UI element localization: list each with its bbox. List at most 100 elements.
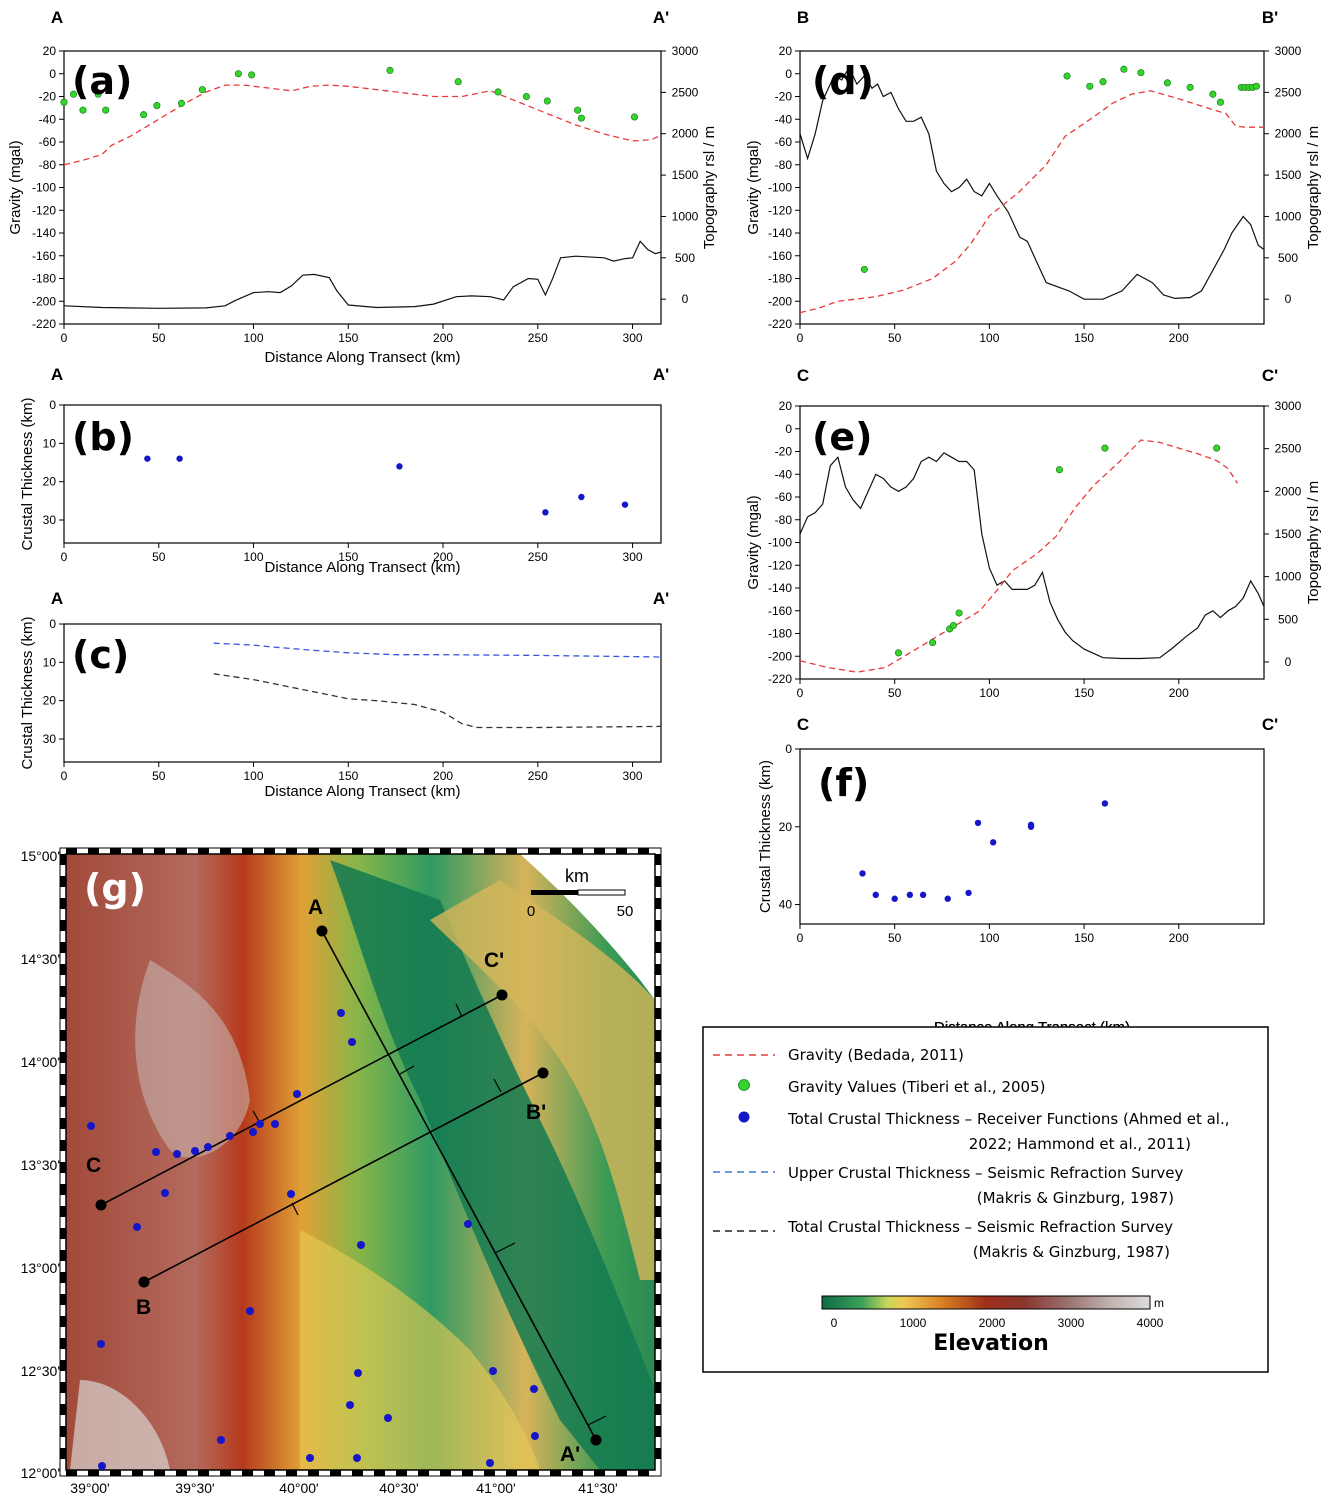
y-tick-label: -120 bbox=[32, 203, 56, 217]
transect-endpoints bbox=[95, 925, 602, 1446]
gravity-point bbox=[949, 621, 957, 630]
topography-line bbox=[799, 66, 1265, 300]
y-tick-label: 40 bbox=[779, 898, 793, 912]
panel-label-g: (g) bbox=[84, 866, 146, 910]
gravity-point bbox=[1101, 444, 1109, 452]
frame-checker bbox=[655, 1294, 661, 1305]
y2-axis-label: Topography rsl / m bbox=[1305, 126, 1322, 249]
y-tick-label: 0 bbox=[49, 67, 56, 81]
y-tick-label: -220 bbox=[32, 317, 56, 331]
x-tick-label: 0 bbox=[797, 331, 804, 345]
frame-checker bbox=[66, 1470, 77, 1476]
frame-checker bbox=[330, 848, 341, 854]
y-tick-label: -140 bbox=[768, 226, 792, 240]
frame-checker bbox=[60, 1052, 66, 1063]
gravity-point bbox=[543, 97, 551, 105]
map-frame-ticks bbox=[59, 847, 662, 1477]
transect-start-label: A bbox=[51, 365, 63, 384]
y2-tick-label: 500 bbox=[1278, 251, 1298, 265]
thickness-point bbox=[542, 509, 549, 516]
highland-grey-region-south bbox=[70, 1380, 170, 1470]
x-tick-label: 0 bbox=[797, 931, 804, 945]
legend-box: Gravity (Bedada, 2011) Gravity Values (T… bbox=[702, 1026, 1269, 1373]
topography-line bbox=[799, 452, 1265, 660]
frame-checker bbox=[655, 854, 661, 865]
highland-grey-region bbox=[135, 960, 250, 1158]
y-tick-label: -180 bbox=[768, 627, 792, 641]
frame-outer bbox=[59, 847, 662, 1477]
x-tick-label: 200 bbox=[1169, 931, 1189, 945]
latitude-label: 13°30' bbox=[21, 1157, 60, 1173]
frame-checker bbox=[462, 1470, 473, 1476]
frame-checker bbox=[484, 848, 495, 854]
x-tick-label: 250 bbox=[528, 331, 548, 345]
y-tick-label: -160 bbox=[768, 604, 792, 618]
frame-checker bbox=[655, 1228, 661, 1239]
y-tick-label: -60 bbox=[39, 135, 57, 149]
thickness-point bbox=[974, 819, 982, 827]
plot-frame bbox=[799, 748, 1265, 925]
station bbox=[486, 1459, 494, 1467]
panel-label-e: (e) bbox=[812, 415, 873, 459]
bb-tick-1 bbox=[291, 1202, 299, 1216]
gravity-point bbox=[1120, 65, 1128, 73]
legend-upper-crust-line2: (Makris & Ginzburg, 1987) bbox=[977, 1189, 1174, 1207]
frame-checker bbox=[655, 1074, 661, 1085]
station bbox=[87, 1122, 95, 1130]
panel-label-d: (d) bbox=[812, 59, 874, 103]
y2-tick-label: 2500 bbox=[1275, 85, 1302, 99]
frame-checker bbox=[132, 848, 143, 854]
gravity-point bbox=[955, 609, 963, 617]
frame-checker bbox=[655, 1272, 661, 1283]
site-label-c: C bbox=[86, 1154, 101, 1177]
y-tick-label: -80 bbox=[775, 158, 793, 172]
frame-checker bbox=[440, 1470, 451, 1476]
station bbox=[249, 1128, 257, 1136]
y2-axis-label: Topography rsl / m bbox=[1305, 481, 1322, 604]
station bbox=[98, 1462, 106, 1470]
elevation-colorbar bbox=[821, 1295, 1151, 1310]
frame-checker bbox=[60, 986, 66, 997]
legend-upper-crust-line1: Upper Crustal Thickness – Seismic Refrac… bbox=[788, 1164, 1184, 1182]
scale-bar-black bbox=[531, 890, 578, 895]
frame-checker bbox=[638, 1470, 649, 1476]
thickness-point bbox=[396, 463, 403, 470]
map-axis-labels: 15°00' 14°30' 14°00' 13°30' 13°00' 12°30' 12°0… bbox=[21, 848, 618, 1496]
frame-checker bbox=[655, 1052, 661, 1063]
site-label-b: B bbox=[136, 1296, 151, 1319]
frame-checker bbox=[352, 1470, 363, 1476]
frame-checker bbox=[440, 848, 451, 854]
gravity-point bbox=[94, 90, 102, 98]
y2-axis-label: Topography rsl / m bbox=[701, 126, 718, 249]
frame-checker bbox=[60, 1294, 66, 1305]
gravity-point bbox=[79, 106, 87, 114]
gravity-point bbox=[860, 265, 868, 273]
y2-tick-label: 3000 bbox=[1275, 44, 1302, 58]
legend-green-dot-sample bbox=[738, 1079, 750, 1091]
x-tick-label: 150 bbox=[338, 331, 358, 345]
aa-tick-2 bbox=[494, 1242, 516, 1254]
x-tick-label: 50 bbox=[152, 550, 166, 564]
topography-line bbox=[63, 240, 662, 309]
gravity-point bbox=[177, 99, 186, 107]
station bbox=[384, 1414, 392, 1422]
x-tick-label: 200 bbox=[433, 331, 453, 345]
y-tick-label: 10 bbox=[43, 655, 57, 669]
frame-checker bbox=[60, 1360, 66, 1371]
station bbox=[354, 1369, 362, 1377]
y2-tick-label: 1500 bbox=[1275, 168, 1302, 182]
frame-checker bbox=[655, 942, 661, 953]
station bbox=[246, 1307, 254, 1315]
frame-checker bbox=[60, 1030, 66, 1041]
aa-tick-3 bbox=[587, 1415, 607, 1426]
frame-checker bbox=[60, 1426, 66, 1437]
y2-tick-label: 1000 bbox=[1275, 570, 1302, 584]
lowland-rift-green bbox=[330, 860, 655, 1470]
thickness-point bbox=[906, 891, 914, 899]
longitude-label: 39°30' bbox=[175, 1480, 214, 1496]
latitude-label: 14°30' bbox=[21, 951, 60, 967]
x-tick-label: 100 bbox=[244, 331, 264, 345]
frame-checker bbox=[88, 848, 99, 854]
longitude-label: 39°00' bbox=[70, 1480, 109, 1496]
frame-checker bbox=[88, 1470, 99, 1476]
